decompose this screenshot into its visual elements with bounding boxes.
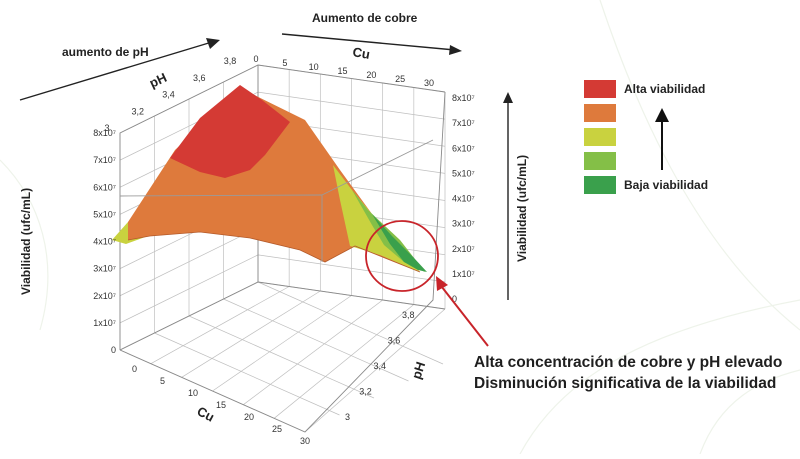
back-left-axis-title: pH (147, 70, 169, 91)
right-tick-label: 4x10⁷ (452, 194, 475, 204)
grid-line (243, 299, 383, 405)
back-top-tick-label: 15 (337, 66, 347, 76)
back-left-tick-label: 3 (104, 123, 109, 133)
grid-line (223, 298, 409, 382)
back-top-axis-title: Cu (351, 44, 371, 62)
x-tick-label: 30 (300, 436, 310, 446)
trend-ph-label: aumento de pH (62, 45, 149, 59)
x-tick-label: 0 (132, 364, 137, 374)
surface-yellow-right (333, 165, 420, 272)
right-tick-label: 6x10⁷ (452, 143, 475, 153)
legend-swatch (584, 80, 616, 98)
y-tick-label: 3,8 (402, 310, 415, 320)
y-tick-label: 3,6 (388, 336, 401, 346)
surface (112, 85, 427, 273)
grid-line (150, 286, 290, 364)
axis-frame (119, 91, 446, 433)
trend-ph: aumento de pH (19, 38, 220, 101)
y-axis-title-front: pH (409, 360, 429, 381)
right-tick-label: 1x10⁷ (452, 269, 475, 279)
grid-line (212, 295, 352, 392)
x-tick-label: 25 (272, 424, 282, 434)
legend-swatch (584, 104, 616, 122)
z-tick-label: 5x10⁷ (93, 209, 116, 219)
z-tick-label: 8x10⁷ (93, 128, 116, 138)
legend-label: Alta viabilidad (624, 82, 705, 96)
grid-line (154, 332, 340, 416)
z-tick-label: 3x10⁷ (93, 264, 116, 274)
grid-line (257, 281, 444, 365)
back-top-tick-label: 20 (366, 70, 376, 80)
back-left-tick-label: 3,6 (193, 73, 206, 83)
grid-line (273, 304, 415, 419)
trend-cobre: Aumento de cobre (281, 11, 462, 55)
z-tick-label: 1x10⁷ (93, 318, 116, 328)
legend-arrow (655, 108, 669, 170)
z-tick-label: 2x10⁷ (93, 291, 116, 301)
back-top-tick-label: 0 (253, 54, 258, 64)
right-axis-title: Viabilidad (ufc/mL) (515, 155, 529, 262)
back-top-tick-label: 25 (395, 74, 405, 84)
back-top-tick-label: 10 (309, 62, 319, 72)
annotation-line1: Alta concentración de cobre y pH elevado (474, 354, 782, 371)
legend-swatch (584, 176, 616, 194)
grid-line (181, 290, 321, 378)
surface-red (170, 85, 290, 178)
tick-labels: 05101520253001x10⁷2x10⁷3x10⁷4x10⁷5x10⁷6x… (93, 54, 475, 446)
x-tick-label: 20 (244, 412, 254, 422)
z-tick-label: 4x10⁷ (93, 237, 116, 247)
right-tick-label: 5x10⁷ (452, 168, 475, 178)
trend-cobre-label: Aumento de cobre (312, 11, 418, 25)
legend-label: Baja viabilidad (624, 178, 708, 192)
right-axis-arrow (503, 92, 513, 300)
back-left-tick-label: 3,8 (224, 56, 237, 66)
right-tick-label: 7x10⁷ (452, 118, 475, 128)
x-tick-label: 15 (216, 400, 226, 410)
legend-swatch (584, 128, 616, 146)
z-tick-label: 6x10⁷ (93, 182, 116, 192)
legend: Alta viabilidad Baja viabilidad (584, 80, 708, 194)
z-tick-label: 0 (111, 345, 116, 355)
back-top-tick-label: 30 (424, 78, 434, 88)
annotation: Alta concentración de cobre y pH elevado… (365, 220, 782, 392)
z-tick-label: 7x10⁷ (93, 155, 116, 165)
x-tick-label: 10 (188, 388, 198, 398)
grid-line (304, 308, 446, 433)
y-tick-label: 3,4 (374, 361, 387, 371)
x-tick-label: 5 (160, 376, 165, 386)
right-tick-label: 0 (452, 294, 457, 304)
box-edges (119, 139, 434, 262)
back-left-tick-label: 3,2 (131, 106, 144, 116)
highlight-circle (365, 220, 439, 292)
back-top-tick-label: 5 (282, 58, 287, 68)
legend-swatch (584, 152, 616, 170)
y-tick-label: 3 (345, 412, 350, 422)
right-tick-label: 3x10⁷ (452, 219, 475, 229)
y-tick-label: 3,2 (359, 387, 372, 397)
annotation-line2: Disminución significativa de la viabilid… (474, 375, 776, 392)
right-tick-label: 2x10⁷ (452, 244, 475, 254)
x-axis-title-front: Cu (195, 403, 217, 424)
right-tick-label: 8x10⁷ (452, 93, 475, 103)
surface-green (372, 214, 427, 272)
grid-line (188, 315, 375, 399)
surface-front-edge (127, 231, 421, 273)
back-left-tick-label: 3,4 (162, 90, 175, 100)
z-axis-title-left: Viabilidad (ufc/mL) (19, 188, 33, 295)
